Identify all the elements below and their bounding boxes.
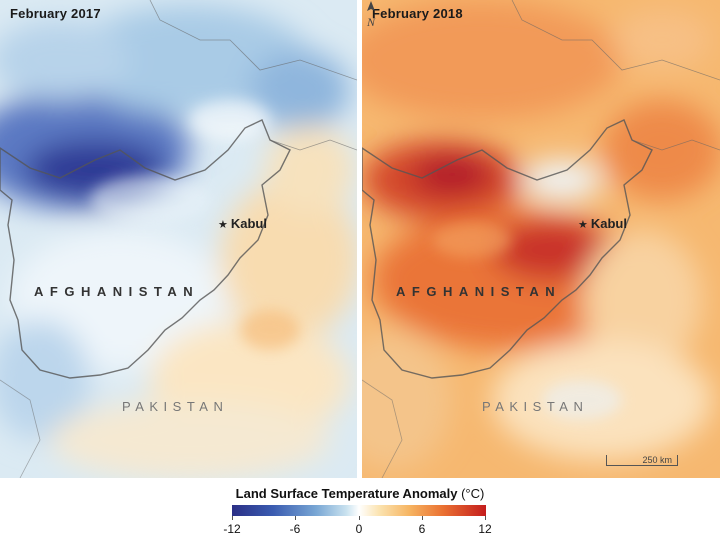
city-label-kabul: ★ Kabul [218,216,267,231]
legend-tick-label: -12 [223,522,241,536]
legend-ticks: -12 -6 0 6 12 [223,516,492,538]
panel-date-label: February 2017 [10,6,101,21]
country-label-pakistan: PAKISTAN [122,399,229,414]
legend-tick [359,516,360,520]
map-panel-2017: February 2017 ★ Kabul AFGHANISTAN PAKISTA… [0,0,357,478]
afghanistan-border [362,119,653,379]
afghanistan-border [0,119,291,379]
legend-title: Land Surface Temperature Anomaly (°C) [0,486,720,501]
panel-date-label: February 2018 [372,6,463,21]
star-icon: ★ [578,219,588,231]
legend-tick-label: 12 [478,522,492,536]
country-label-pakistan: PAKISTAN [482,399,589,414]
country-label-afghanistan: AFGHANISTAN [34,284,200,299]
svg-text:N: N [366,15,376,29]
city-name: Kabul [590,216,627,231]
star-icon: ★ [218,219,228,231]
legend-tick [422,516,423,520]
country-label-afghanistan: AFGHANISTAN [396,284,562,299]
legend-tick [485,516,486,520]
map-panel-2018: February 2018 ★ Kabul AFGHANISTAN PAKISTA… [362,0,720,478]
legend-tick-label: 0 [355,522,363,536]
legend-colorbar [232,505,486,516]
city-label-kabul: ★ Kabul [578,216,627,231]
scale-bar-label: 250 km [642,455,672,465]
scale-bar [606,455,678,466]
legend-tick-label: -6 [289,522,301,536]
city-name: Kabul [230,216,267,231]
anomaly-map-2017 [0,0,357,478]
legend: Land Surface Temperature Anomaly (°C) -1… [0,478,720,545]
legend-unit: (°C) [461,486,485,501]
legend-tick [232,516,233,520]
anomaly-map-2018 [362,0,720,478]
legend-title-text: Land Surface Temperature Anomaly [235,486,458,501]
legend-tick [295,516,296,520]
north-arrow-icon: N [366,1,376,29]
legend-tick-label: 6 [418,522,426,536]
